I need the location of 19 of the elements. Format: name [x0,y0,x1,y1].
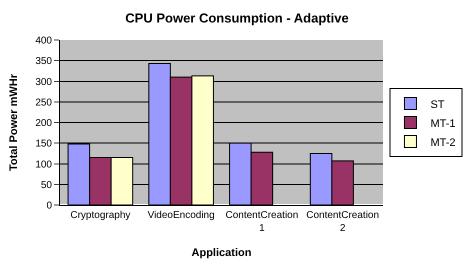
x-tick-label: ContentCreation 1 [225,210,298,234]
legend-label: ST [430,98,445,111]
x-tick-label: Cryptography [70,210,130,221]
y-tick-label: 400 [35,36,52,46]
x-tick-label: ContentCreation 2 [306,210,380,234]
x-axis-title: Application [192,247,252,260]
y-tick-label: 50 [40,180,52,191]
y-tick-label: 250 [35,97,52,108]
y-tick-label: 350 [35,56,52,68]
y-axis-title: Total Power mWHr [8,73,20,171]
y-tick-label: 100 [35,159,52,170]
y-tick-label: 300 [35,76,52,88]
x-tick-label: VideoEncoding [148,210,215,221]
y-tick-label: 150 [35,138,52,150]
y-tick-label: 200 [35,118,52,129]
legend-label: MT-2 [430,136,456,149]
chart-title: CPU Power Consumption - Adaptive [125,10,349,26]
y-tick-label: 0 [46,200,52,212]
legend-label: MT-1 [430,118,456,130]
